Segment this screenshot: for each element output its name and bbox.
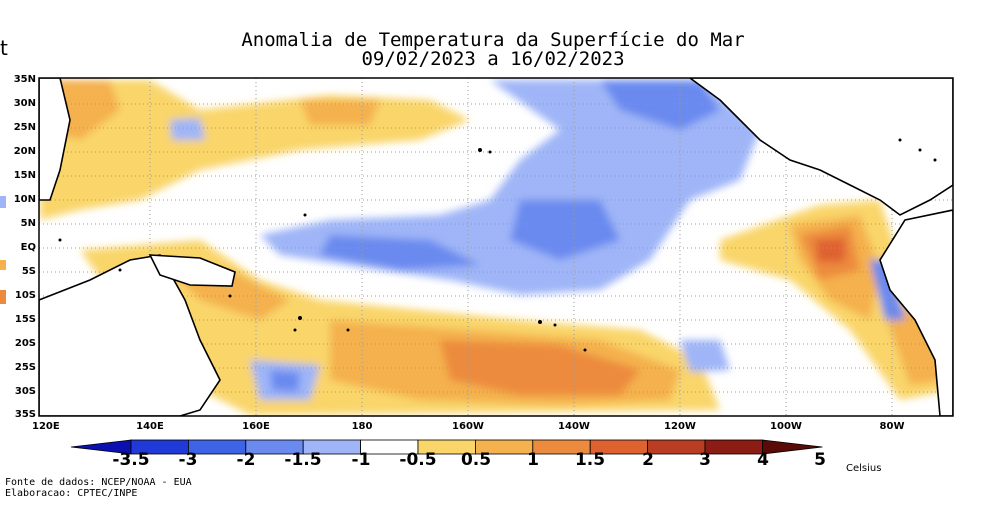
lat-label: 10S: [14, 290, 36, 301]
lat-label: 15N: [13, 170, 36, 181]
colorbar-label: 3: [699, 450, 711, 470]
colorbar-label: -1: [351, 450, 371, 470]
colorbar-unit: Celsius: [846, 463, 882, 474]
lat-label: 20S: [14, 338, 36, 349]
lon-label: 140W: [558, 421, 590, 432]
colorbar-label: -3: [178, 450, 198, 470]
map-frame: [38, 77, 954, 417]
data-source-credit: Fonte de dados: NCEP/NOAA - EUA: [5, 477, 192, 488]
map-title: Anomalia de Temperatura da Superfície do…: [241, 29, 745, 51]
lon-label: 100W: [770, 421, 802, 432]
colorbar-swatch: [647, 439, 706, 455]
lon-label: 140E: [136, 421, 164, 432]
lon-label: 160E: [242, 421, 270, 432]
colorbar-label: -3.5: [112, 450, 150, 470]
lat-label: 25N: [13, 122, 36, 133]
lon-label: 80W: [879, 421, 905, 432]
lat-label: 30S: [14, 386, 36, 397]
new-guinea-coast: [148, 254, 236, 287]
south-america-coast: [879, 209, 953, 416]
cropped-edge-glyph: t: [0, 36, 8, 60]
cropped-edge-strip: [0, 290, 6, 304]
lon-label: 160W: [452, 421, 484, 432]
colorbar-label: 5: [814, 450, 826, 470]
colorbar-label: -1.5: [284, 450, 322, 470]
lat-label: 5S: [21, 266, 36, 277]
lon-label: 120W: [664, 421, 696, 432]
australia-coast: [39, 254, 221, 416]
cropped-edge-strip: [0, 260, 6, 270]
map-date-range: 09/02/2023 a 16/02/2023: [361, 48, 625, 70]
lat-label: 35S: [14, 409, 36, 420]
coastlines: [39, 78, 953, 416]
colorbar-label: 2: [642, 450, 654, 470]
lat-label: 30N: [13, 98, 36, 109]
lon-label: 120E: [32, 421, 60, 432]
anomaly-field: [39, 78, 953, 416]
lat-label: 10N: [13, 194, 36, 205]
colorbar-label: -2: [236, 450, 256, 470]
north-america-coast: [688, 78, 953, 216]
author-credit: Elaboracao: CPTEC/INPE: [5, 488, 138, 499]
lat-label: 35N: [13, 74, 36, 85]
colorbar-swatch: [704, 439, 763, 455]
lat-label: 15S: [14, 314, 36, 325]
cropped-edge-strip: [0, 196, 6, 208]
colorbar-swatch: [762, 439, 823, 455]
lat-label: 5N: [20, 218, 36, 229]
islands: [58, 138, 937, 352]
lat-label: EQ: [20, 242, 36, 253]
colorbar-label: 1.5: [574, 450, 606, 470]
lon-label: 180: [351, 421, 373, 432]
lat-label: 25S: [14, 362, 36, 373]
asia-coast: [39, 78, 71, 201]
colorbar-label: 4: [757, 450, 769, 470]
colorbar-label: 0.5: [460, 450, 492, 470]
lat-label: 20N: [13, 146, 36, 157]
colorbar: [70, 439, 823, 455]
colorbar-label: -0.5: [399, 450, 437, 470]
colorbar-label: 1: [527, 450, 539, 470]
